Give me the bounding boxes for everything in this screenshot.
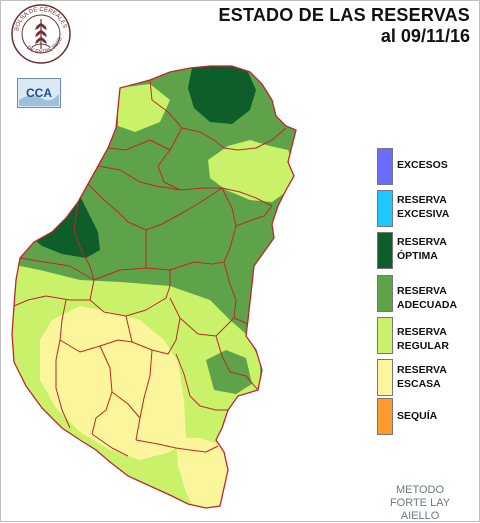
legend-swatch-reserva-adecuada xyxy=(377,275,393,312)
legend-swatch-reserva-escasa xyxy=(377,359,393,396)
cca-logo: CCA xyxy=(17,78,61,108)
legend-label-reserva-regular: RESERVA REGULAR xyxy=(397,326,449,352)
bolsa-cereales-seal-logo: BOLSA DE CEREALES DE ENTRE RIOS xyxy=(11,4,71,64)
map-title: ESTADO DE LAS RESERVAS xyxy=(218,5,470,25)
legend-label-excesos: EXCESOS xyxy=(397,159,448,171)
legend-swatch-reserva-regular xyxy=(377,317,393,354)
legend-swatch-reserva-excesiva xyxy=(377,190,393,227)
legend-label-sequia: SEQUÍA xyxy=(397,410,438,422)
legend-label-reserva-adecuada: RESERVA ADECUADA xyxy=(397,285,458,311)
legend-label-reserva-optima: RESERVA ÓPTIMA xyxy=(397,236,447,262)
legend-label-reserva-escasa: RESERVA ESCASA xyxy=(397,364,447,390)
legend-swatch-excesos xyxy=(377,148,393,185)
method-note: METODO FORTE LAY AIELLO xyxy=(389,484,451,522)
legend-swatch-sequia xyxy=(377,398,393,435)
map-date: al 09/11/16 xyxy=(380,26,470,46)
legend: EXCESOS RESERVA EXCESIVA RESERVA ÓPTIMA … xyxy=(377,148,477,438)
entre-rios-reserve-map xyxy=(11,65,297,509)
svg-text:CCA: CCA xyxy=(26,86,52,100)
legend-label-reserva-excesiva: RESERVA EXCESIVA xyxy=(397,194,450,220)
legend-swatch-reserva-optima xyxy=(377,232,393,269)
